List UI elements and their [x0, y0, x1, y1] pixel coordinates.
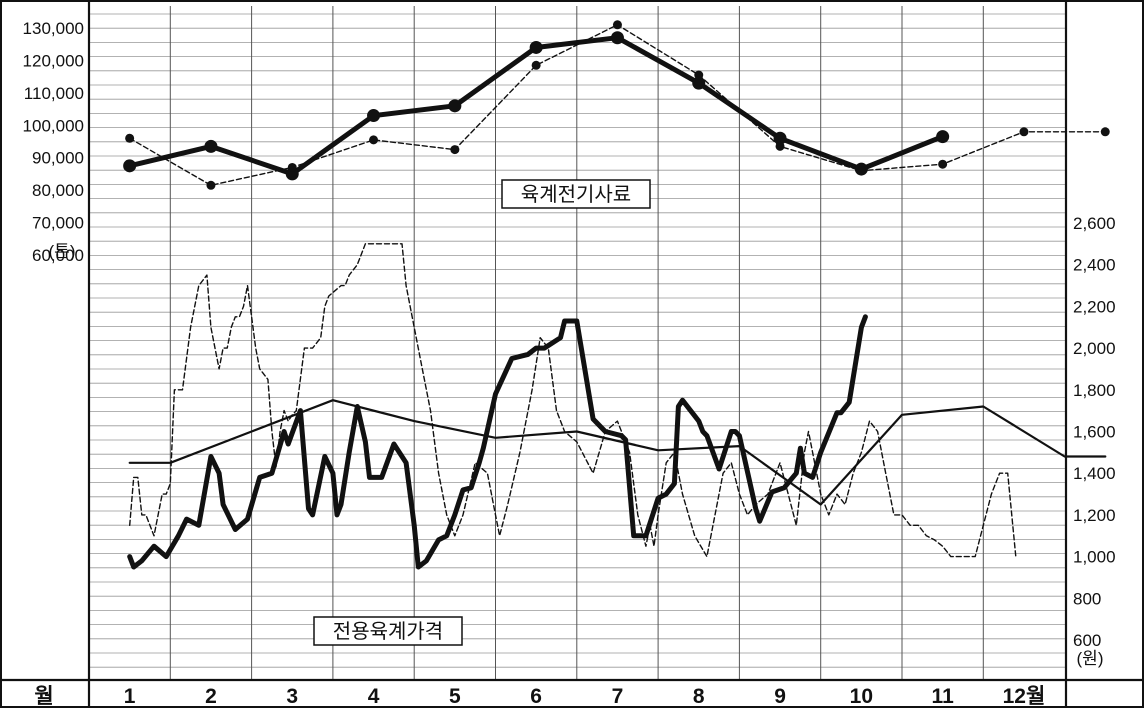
feed-point	[773, 131, 787, 145]
x-tick-label: 9	[774, 685, 786, 708]
feed-point	[1100, 127, 1110, 137]
feed-point	[125, 133, 135, 143]
right-tick-label: 1,000	[1073, 548, 1116, 567]
left-tick-label: 80,000	[32, 181, 84, 200]
markers-layer	[123, 20, 1110, 190]
feed-point	[938, 159, 948, 169]
right-tick-label: 1,200	[1073, 506, 1116, 525]
x-tick-label: 8	[693, 685, 705, 708]
x-tick-label: 12월	[1003, 685, 1046, 708]
feed-point	[694, 70, 704, 80]
right-tick-label: 600	[1073, 631, 1101, 650]
feed-label: 육계전기사료	[521, 183, 631, 206]
right-axis-unit: (원)	[1077, 649, 1104, 668]
x-tick-label: 5	[449, 685, 461, 708]
right-tick-label: 1,800	[1073, 381, 1116, 400]
feed-point	[450, 145, 460, 155]
feed-point	[1019, 127, 1029, 137]
series-layer	[127, 24, 1107, 570]
left-tick-label: 70,000	[32, 214, 84, 233]
feed-point	[529, 40, 543, 54]
feed-point	[367, 109, 381, 123]
left-tick-label: 100,000	[23, 116, 84, 135]
x-tick-label: 10	[850, 685, 873, 708]
feed-point	[610, 31, 624, 45]
price-label-box: 전용육계가격	[313, 616, 463, 646]
feed-point	[936, 130, 950, 144]
x-tick-label: 4	[368, 685, 380, 708]
feed-point	[123, 159, 137, 173]
left-tick-label: 90,000	[32, 149, 84, 168]
feed-point	[285, 167, 299, 181]
feed-point	[692, 76, 706, 90]
feed-point	[531, 60, 541, 70]
right-tick-label: 2,200	[1073, 297, 1116, 316]
feed-point	[448, 99, 462, 113]
x-tick-label: 11	[932, 685, 955, 708]
right-tick-label: 2,000	[1073, 339, 1116, 358]
x-axis-header: 월	[34, 685, 53, 708]
left-tick-label: 110,000	[24, 84, 84, 103]
feed-point	[612, 20, 622, 30]
feed-series-line	[129, 24, 1106, 186]
feed-point	[775, 141, 785, 151]
feed-point	[856, 166, 866, 176]
right-tick-label: 800	[1073, 589, 1101, 608]
right-tick-label: 2,400	[1073, 256, 1116, 275]
right-tick-label: 1,400	[1073, 464, 1116, 483]
left-tick-label: 120,000	[23, 51, 84, 70]
feed-label-box: 육계전기사료	[501, 179, 651, 209]
right-tick-label: 2,600	[1073, 214, 1116, 233]
price-series-line	[128, 399, 1107, 506]
grid	[89, 6, 1066, 680]
x-tick-label: 2	[205, 685, 217, 708]
x-axis-labels: 1 2 3 4 5 6 7 8 9 10 11 12월	[124, 685, 1045, 708]
feed-point	[204, 139, 218, 153]
right-tick-label: 1,600	[1073, 423, 1116, 442]
feed-point	[287, 162, 297, 172]
feed-point	[369, 135, 379, 145]
left-axis-unit: (톤)	[49, 242, 76, 261]
feed-point	[206, 180, 216, 190]
x-tick-label: 3	[286, 685, 298, 708]
price-series-line	[129, 243, 1017, 558]
price-label: 전용육계가격	[333, 620, 443, 643]
left-axis-ticks: 130,000 120,000 110,000 100,000 90,000 80,000…	[23, 19, 84, 265]
left-tick-label: 60,000	[32, 246, 84, 265]
x-tick-label: 7	[612, 685, 624, 708]
price-series-line	[127, 314, 868, 570]
x-tick-label: 6	[530, 685, 542, 708]
left-tick-label: 130,000	[23, 19, 84, 38]
right-axis-ticks: 2,600 2,400 2,200 2,000 1,800 1,600 1,400 1,200…	[1073, 214, 1116, 650]
x-tick-label: 1	[124, 685, 136, 708]
